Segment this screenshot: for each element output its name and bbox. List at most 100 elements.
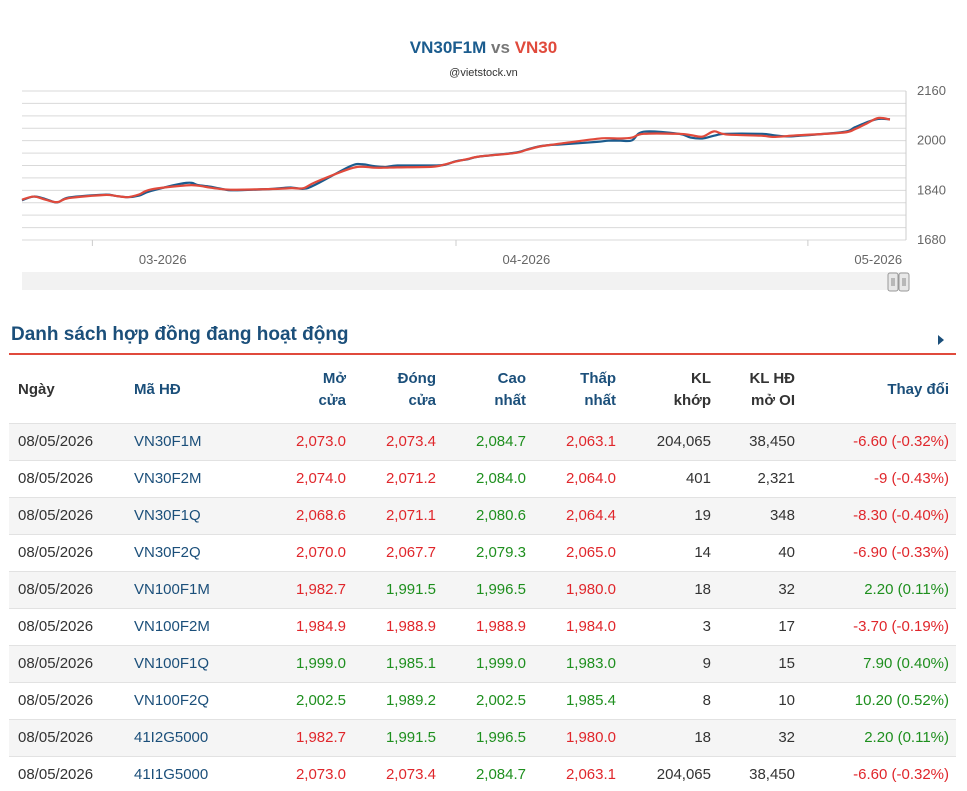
table-row[interactable]: 08/05/2026 VN30F2Q 2,070.0 2,067.7 2,079.3 2,… bbox=[9, 534, 956, 571]
header-open-line1: Mở bbox=[322, 369, 346, 387]
cell-open-interest: 32 bbox=[778, 581, 795, 598]
contracts-table: Ngày Mã HĐ Mở cửa Đóng cửa Cao nhất Thấp… bbox=[9, 357, 956, 791]
cell-contract-code[interactable]: VN100F2Q bbox=[134, 692, 210, 709]
cell-contract-code[interactable]: VN30F2Q bbox=[134, 544, 201, 561]
header-close-line2: cửa bbox=[408, 391, 436, 409]
cell-volume: 3 bbox=[702, 618, 711, 635]
cell-open-interest: 2,321 bbox=[757, 470, 795, 487]
cell-open-interest: 10 bbox=[778, 692, 795, 709]
cell-contract-code[interactable]: VN100F2M bbox=[134, 618, 210, 635]
cell-open-interest: 17 bbox=[778, 618, 795, 635]
cell-low: 2,065.0 bbox=[565, 544, 616, 561]
header-code[interactable]: Mã HĐ bbox=[134, 380, 181, 398]
cell-close: 2,073.4 bbox=[385, 766, 436, 783]
table-row[interactable]: 08/05/2026 VN100F2Q 2,002.5 1,989.2 2,002.5 1… bbox=[9, 682, 956, 719]
header-close-line1: Đóng bbox=[397, 369, 436, 387]
cell-date: 08/05/2026 bbox=[18, 692, 94, 709]
cell-open: 2,073.0 bbox=[295, 433, 346, 450]
cell-volume: 401 bbox=[685, 470, 711, 487]
header-volume-line2: khớp bbox=[673, 391, 711, 409]
header-open-interest[interactable]: KL HĐ mở OI bbox=[711, 357, 795, 423]
cell-date: 08/05/2026 bbox=[18, 581, 94, 598]
chart-title-series2: VN30 bbox=[514, 38, 558, 57]
header-change[interactable]: Thay đổi bbox=[887, 380, 949, 398]
cell-low: 1,980.0 bbox=[565, 729, 616, 746]
cell-date: 08/05/2026 bbox=[18, 433, 94, 450]
cell-close: 2,071.1 bbox=[385, 507, 436, 524]
cell-date: 08/05/2026 bbox=[18, 766, 94, 783]
cell-open: 1,999.0 bbox=[295, 655, 346, 672]
cell-high: 1,996.5 bbox=[475, 729, 526, 746]
cell-high: 1,999.0 bbox=[475, 655, 526, 672]
cell-contract-code[interactable]: VN100F1M bbox=[134, 581, 210, 598]
table-row[interactable]: 08/05/2026 41I1G5000 2,073.0 2,073.4 2,084.7… bbox=[9, 756, 956, 791]
header-close[interactable]: Đóng cửa bbox=[346, 357, 436, 423]
cell-open: 1,984.9 bbox=[295, 618, 346, 635]
cell-contract-code[interactable]: 41I2G5000 bbox=[134, 729, 209, 746]
cell-open: 2,073.0 bbox=[295, 766, 346, 783]
table-row[interactable]: 08/05/2026 41I2G5000 1,982.7 1,991.5 1,996.5… bbox=[9, 719, 956, 756]
header-oi-line1: KL HĐ bbox=[749, 369, 795, 387]
cell-low: 1,985.4 bbox=[565, 692, 616, 709]
cell-high: 2,084.0 bbox=[475, 470, 526, 487]
cell-low: 1,983.0 bbox=[565, 655, 616, 672]
x-tick-label: 03-2026 bbox=[139, 252, 187, 267]
navigator-handle-icon[interactable] bbox=[887, 271, 911, 293]
cell-open-interest: 38,450 bbox=[749, 433, 795, 450]
cell-contract-code[interactable]: VN30F1M bbox=[134, 433, 202, 450]
cell-contract-code[interactable]: VN100F1Q bbox=[134, 655, 210, 672]
cell-change: -9 (-0.43%) bbox=[873, 470, 949, 487]
header-volume[interactable]: KL khớp bbox=[616, 357, 711, 423]
cell-contract-code[interactable]: 41I1G5000 bbox=[134, 766, 209, 783]
cell-high: 2,084.7 bbox=[475, 433, 526, 450]
header-date[interactable]: Ngày bbox=[18, 380, 55, 398]
cell-contract-code[interactable]: VN30F1Q bbox=[134, 507, 201, 524]
header-open-line2: cửa bbox=[318, 391, 346, 409]
navigator-scrollbar[interactable] bbox=[22, 272, 906, 290]
cell-low: 2,063.1 bbox=[565, 766, 616, 783]
header-high-line2: nhất bbox=[494, 391, 526, 409]
cell-change: -6.90 (-0.33%) bbox=[853, 544, 949, 561]
cell-open-interest: 38,450 bbox=[749, 766, 795, 783]
section-divider bbox=[9, 353, 956, 355]
cell-open: 2,074.0 bbox=[295, 470, 346, 487]
cell-close: 1,985.1 bbox=[385, 655, 436, 672]
cell-contract-code[interactable]: VN30F2M bbox=[134, 470, 202, 487]
cell-open-interest: 40 bbox=[778, 544, 795, 561]
cell-date: 08/05/2026 bbox=[18, 470, 94, 487]
cell-high: 2,084.7 bbox=[475, 766, 526, 783]
cell-change: -6.60 (-0.32%) bbox=[853, 433, 949, 450]
y-tick-label: 2160 bbox=[917, 83, 946, 98]
header-high[interactable]: Cao nhất bbox=[436, 357, 526, 423]
y-tick-label: 1680 bbox=[917, 232, 946, 247]
table-row[interactable]: 08/05/2026 VN100F1Q 1,999.0 1,985.1 1,999.0 1… bbox=[9, 645, 956, 682]
header-low-line2: nhất bbox=[584, 391, 616, 409]
header-low[interactable]: Thấp nhất bbox=[526, 357, 616, 423]
cell-low: 2,064.4 bbox=[565, 507, 616, 524]
table-row[interactable]: 08/05/2026 VN100F1M 1,982.7 1,991.5 1,996.5 1… bbox=[9, 571, 956, 608]
section-expand-arrow-icon[interactable] bbox=[938, 335, 944, 345]
cell-high: 2,080.6 bbox=[475, 507, 526, 524]
cell-open-interest: 15 bbox=[778, 655, 795, 672]
cell-close: 1,991.5 bbox=[385, 729, 436, 746]
header-open[interactable]: Mở cửa bbox=[254, 357, 346, 423]
table-row[interactable]: 08/05/2026 VN30F1Q 2,068.6 2,071.1 2,080.6 2,… bbox=[9, 497, 956, 534]
cell-high: 2,002.5 bbox=[475, 692, 526, 709]
cell-volume: 9 bbox=[702, 655, 711, 672]
table-body: 08/05/2026 VN30F1M 2,073.0 2,073.4 2,084.7 2,… bbox=[9, 423, 956, 791]
table-row[interactable]: 08/05/2026 VN30F2M 2,074.0 2,071.2 2,084.0 2,… bbox=[9, 460, 956, 497]
cell-change: -6.60 (-0.32%) bbox=[853, 766, 949, 783]
cell-close: 2,073.4 bbox=[385, 433, 436, 450]
cell-change: 2.20 (0.11%) bbox=[864, 729, 949, 746]
cell-close: 2,067.7 bbox=[385, 544, 436, 561]
chart-title: VN30F1M vs VN30 bbox=[0, 38, 967, 58]
cell-date: 08/05/2026 bbox=[18, 655, 94, 672]
cell-volume: 14 bbox=[694, 544, 711, 561]
y-tick-label: 1840 bbox=[917, 182, 946, 197]
cell-open: 1,982.7 bbox=[295, 581, 346, 598]
cell-open: 1,982.7 bbox=[295, 729, 346, 746]
cell-change: 2.20 (0.11%) bbox=[864, 581, 949, 598]
table-row[interactable]: 08/05/2026 VN100F2M 1,984.9 1,988.9 1,988.9 1… bbox=[9, 608, 956, 645]
chart-plot[interactable]: 1680 1840 2000 2160 03-2026 04-2026 05-2026 bbox=[0, 0, 967, 300]
table-row[interactable]: 08/05/2026 VN30F1M 2,073.0 2,073.4 2,084.7 2,… bbox=[9, 423, 956, 460]
